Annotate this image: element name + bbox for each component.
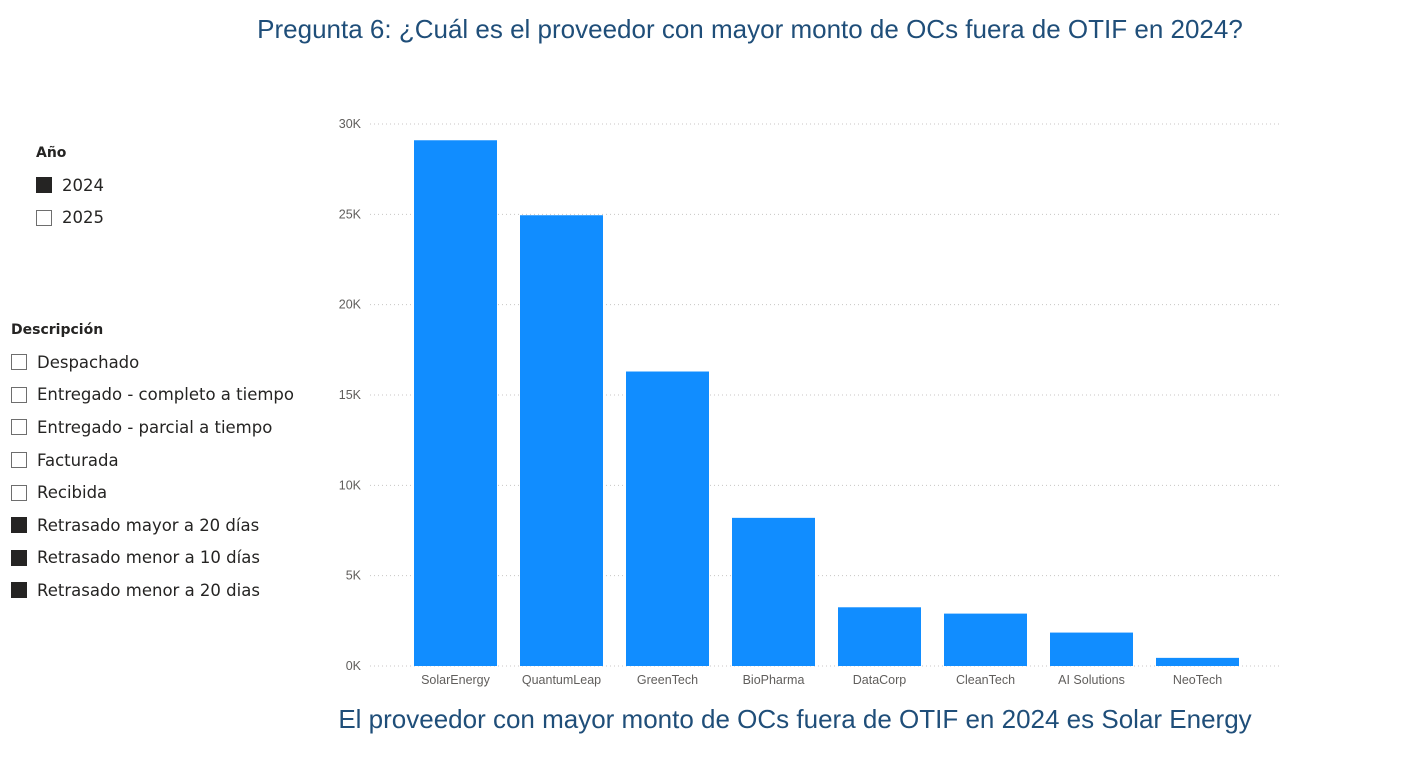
year-option[interactable]: 2025 <box>36 202 104 235</box>
description-option[interactable]: Entregado - completo a tiempo <box>11 379 294 412</box>
year-slicer: Año 2024 2025 <box>36 145 104 234</box>
description-option-label: Recibida <box>37 483 108 503</box>
description-option-label: Despachado <box>37 352 140 372</box>
y-tick-label: 30K <box>339 117 362 131</box>
description-slicer-header: Descripción <box>11 322 104 338</box>
x-tick-label: QuantumLeap <box>522 673 601 687</box>
bar[interactable] <box>520 215 603 666</box>
year-option[interactable]: 2024 <box>36 169 104 202</box>
bar[interactable] <box>944 613 1027 666</box>
checkbox[interactable] <box>11 452 27 469</box>
checkbox[interactable] <box>11 354 27 371</box>
x-tick-label: NeoTech <box>1173 673 1222 687</box>
description-option-label: Retrasado menor a 10 días <box>37 548 260 568</box>
description-option-label: Retrasado mayor a 20 días <box>37 515 260 535</box>
description-slicer: Descripción Despachado Entregado - comple… <box>11 322 294 607</box>
x-tick-label: CleanTech <box>956 673 1015 687</box>
bar[interactable] <box>626 371 709 666</box>
y-tick-label: 5K <box>346 569 362 583</box>
y-tick-label: 25K <box>339 207 362 221</box>
bar[interactable] <box>1050 632 1133 666</box>
year-option-label: 2025 <box>62 208 104 228</box>
bar[interactable] <box>1156 657 1239 666</box>
bar[interactable] <box>838 607 921 666</box>
description-option[interactable]: Entregado - parcial a tiempo <box>11 411 294 444</box>
bar[interactable] <box>732 517 815 666</box>
description-option[interactable]: Retrasado mayor a 20 días <box>11 509 294 542</box>
x-tick-label: SolarEnergy <box>421 673 491 687</box>
description-option[interactable]: Despachado <box>11 346 294 379</box>
checkbox[interactable] <box>11 549 27 566</box>
checkbox[interactable] <box>11 484 27 501</box>
description-option-label: Retrasado menor a 20 dias <box>37 580 260 600</box>
checkbox[interactable] <box>36 177 52 194</box>
checkbox[interactable] <box>11 517 27 534</box>
y-tick-label: 0K <box>346 659 362 673</box>
description-option-label: Entregado - parcial a tiempo <box>37 417 273 437</box>
year-option-label: 2024 <box>62 175 104 195</box>
description-option-label: Facturada <box>37 450 119 470</box>
bar[interactable] <box>414 140 497 666</box>
description-option[interactable]: Retrasado menor a 20 dias <box>11 574 294 607</box>
description-option[interactable]: Recibida <box>11 476 294 509</box>
conclusion-text: El proveedor con mayor monto de OCs fuer… <box>338 704 1252 734</box>
year-slicer-header: Año <box>36 145 67 161</box>
x-tick-label: GreenTech <box>637 673 698 687</box>
checkbox[interactable] <box>11 582 27 599</box>
checkbox[interactable] <box>11 419 27 436</box>
y-tick-label: 15K <box>339 388 362 402</box>
y-tick-label: 10K <box>339 478 362 492</box>
y-tick-label: 20K <box>339 298 362 312</box>
description-option-label: Entregado - completo a tiempo <box>37 385 294 405</box>
checkbox[interactable] <box>36 209 52 226</box>
description-option[interactable]: Facturada <box>11 444 294 477</box>
x-tick-label: AI Solutions <box>1058 673 1125 687</box>
x-tick-label: DataCorp <box>853 673 907 687</box>
description-option[interactable]: Retrasado menor a 10 días <box>11 542 294 575</box>
checkbox[interactable] <box>11 386 27 403</box>
bar-chart: 0K 5K 10K 15K 20K 25K 30K SolarEnergy QuantumLea… <box>339 117 1282 687</box>
x-tick-label: BioPharma <box>743 673 805 687</box>
page-title: Pregunta 6: ¿Cuál es el proveedor con ma… <box>257 14 1243 44</box>
